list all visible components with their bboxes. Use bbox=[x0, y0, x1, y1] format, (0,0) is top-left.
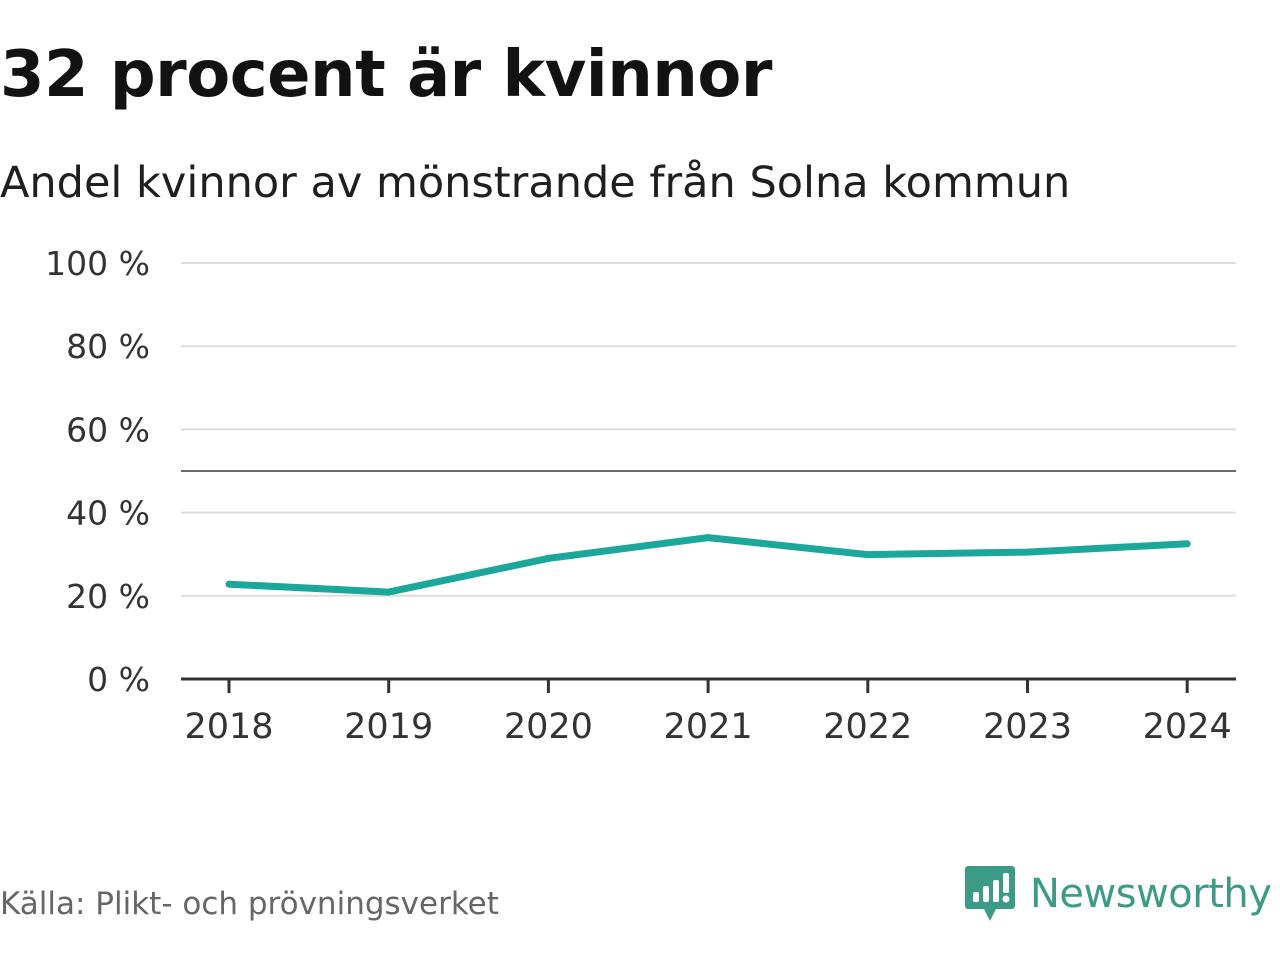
chart-subtitle: Andel kvinnor av mönstrande från Solna k… bbox=[0, 158, 1071, 208]
y-tick-label-100: 100 % bbox=[45, 244, 150, 283]
y-tick-label-40: 40 % bbox=[66, 494, 150, 533]
data-point-2020 bbox=[544, 554, 552, 562]
y-tick-label-60: 60 % bbox=[66, 410, 150, 449]
x-tick-label-2021: 2021 bbox=[664, 707, 753, 747]
brand-name: Newsworthy bbox=[1030, 871, 1272, 917]
brand-logo: Newsworthy bbox=[964, 864, 1272, 924]
y-tick-label-80: 80 % bbox=[66, 327, 150, 366]
x-tick-label-2023: 2023 bbox=[983, 707, 1072, 747]
y-tick-label-20: 20 % bbox=[66, 577, 150, 616]
x-tick-label-2020: 2020 bbox=[504, 707, 593, 747]
source-note: Källa: Plikt- och prövningsverket bbox=[0, 886, 499, 922]
series-line-0 bbox=[228, 534, 1188, 596]
x-tick-label-2018: 2018 bbox=[184, 707, 273, 747]
data-point-2024 bbox=[1183, 540, 1191, 548]
data-point-2018 bbox=[225, 580, 233, 588]
newsworthy-logo-icon bbox=[965, 866, 1015, 921]
data-point-2022 bbox=[864, 551, 872, 559]
x-tick-label-2019: 2019 bbox=[344, 707, 433, 747]
x-tick-label-2022: 2022 bbox=[823, 707, 912, 747]
chart-title: 32 procent är kvinnor bbox=[0, 38, 772, 112]
data-point-2021 bbox=[704, 534, 712, 542]
y-tick-label-0: 0 % bbox=[87, 660, 150, 699]
data-point-2019 bbox=[385, 588, 393, 596]
data-point-2023 bbox=[1024, 548, 1031, 556]
x-tick-label-2024: 2024 bbox=[1143, 707, 1232, 747]
